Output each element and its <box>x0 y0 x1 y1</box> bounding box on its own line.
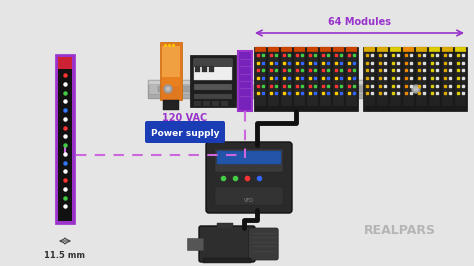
Bar <box>346 47 357 52</box>
Bar <box>217 151 281 164</box>
Circle shape <box>412 85 420 93</box>
Text: REALPARS: REALPARS <box>364 223 436 236</box>
Bar <box>221 101 228 106</box>
Bar <box>307 52 318 106</box>
Bar <box>390 52 401 106</box>
Circle shape <box>164 85 172 93</box>
Bar <box>442 47 453 52</box>
Bar <box>212 101 219 106</box>
Text: 11.5 mm: 11.5 mm <box>45 251 85 260</box>
Bar <box>58 57 72 69</box>
Bar <box>363 47 467 111</box>
Bar <box>377 47 388 52</box>
Bar <box>320 52 331 106</box>
Bar <box>215 149 283 172</box>
Bar <box>194 59 232 80</box>
FancyBboxPatch shape <box>199 226 255 262</box>
Bar <box>268 47 279 52</box>
Bar <box>190 55 236 107</box>
Bar <box>163 100 179 110</box>
Bar <box>217 223 233 229</box>
Bar <box>148 80 436 98</box>
Bar <box>403 52 414 106</box>
Text: 120 VAC: 120 VAC <box>163 113 208 123</box>
Bar <box>455 47 466 52</box>
Bar <box>162 46 180 78</box>
Bar <box>209 66 214 72</box>
Bar <box>254 47 358 111</box>
Bar <box>294 47 305 52</box>
Bar <box>442 52 453 106</box>
Bar <box>158 86 426 92</box>
Bar <box>255 52 266 106</box>
Bar <box>281 52 292 106</box>
Bar <box>162 77 180 85</box>
Circle shape <box>166 87 170 91</box>
Bar <box>148 80 436 84</box>
Bar <box>281 47 292 52</box>
Bar <box>416 47 427 52</box>
FancyBboxPatch shape <box>145 121 225 143</box>
Bar <box>307 47 318 52</box>
Bar <box>377 52 388 106</box>
Bar <box>203 258 251 263</box>
Bar <box>58 57 72 221</box>
Bar <box>194 59 232 67</box>
Bar <box>238 51 252 111</box>
Bar <box>195 66 200 72</box>
Bar <box>416 52 427 106</box>
Text: Power supply: Power supply <box>151 128 219 138</box>
Bar <box>294 52 305 106</box>
Bar <box>346 52 357 106</box>
Circle shape <box>414 87 418 91</box>
Bar <box>55 54 75 224</box>
Bar <box>403 47 414 52</box>
Text: VFD: VFD <box>244 198 254 203</box>
Bar <box>429 47 440 52</box>
Bar <box>148 94 436 98</box>
Bar <box>364 52 375 106</box>
Bar <box>429 52 440 106</box>
Bar <box>333 47 344 52</box>
FancyBboxPatch shape <box>248 228 278 260</box>
Bar <box>255 47 266 52</box>
Bar <box>203 101 210 106</box>
Bar <box>268 52 279 106</box>
Text: 64 Modules: 64 Modules <box>328 17 391 27</box>
Bar <box>215 187 283 205</box>
Bar <box>160 42 182 100</box>
Bar <box>390 47 401 52</box>
Bar <box>194 101 201 106</box>
Bar <box>194 94 232 99</box>
Bar <box>320 47 331 52</box>
Bar <box>364 47 375 52</box>
Bar <box>187 238 203 250</box>
Bar <box>202 66 207 72</box>
Bar <box>333 52 344 106</box>
Bar <box>455 52 466 106</box>
FancyBboxPatch shape <box>206 142 292 213</box>
Bar <box>194 84 232 90</box>
